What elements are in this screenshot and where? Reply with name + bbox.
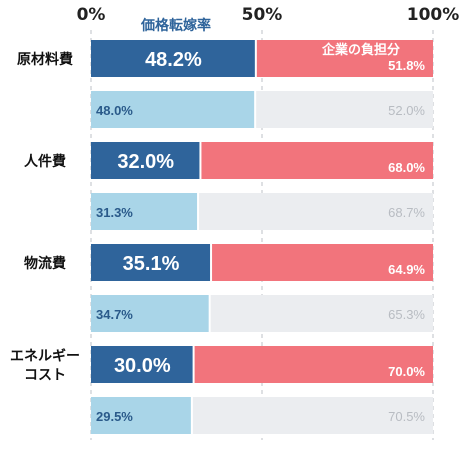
bar-company-burden [256, 91, 433, 128]
data-label-pass-through: 48.2% [145, 49, 202, 71]
data-label-pass-through: 30.0% [114, 355, 171, 377]
data-label-company-burden: 70.5% [388, 409, 425, 424]
bar-company-burden [201, 142, 433, 179]
category-label-line: コスト [24, 368, 66, 384]
bar-pass-through [91, 244, 211, 281]
x-tick-label: 0% [77, 5, 106, 25]
data-label-pass-through: 31.3% [96, 205, 133, 220]
data-label-company-burden: 51.8% [388, 58, 425, 73]
x-tick-label: 50% [242, 5, 283, 25]
bar-pass-through [91, 91, 255, 128]
annotations: 価格転嫁率 企業の負担分 [140, 17, 400, 58]
bar-company-burden [256, 40, 433, 77]
bar-pass-through [91, 193, 198, 230]
data-label-pass-through: 35.1% [123, 253, 180, 275]
bar-company-burden [192, 397, 433, 434]
data-label-company-burden: 64.9% [388, 262, 425, 277]
category-label-line: 原材料費 [17, 51, 73, 68]
data-label-company-burden: 65.3% [388, 307, 425, 322]
data-label-pass-through: 32.0% [117, 151, 174, 173]
bar-pass-through [91, 295, 209, 332]
bar-pass-through [91, 142, 200, 179]
category-label-line: 人件費 [24, 153, 66, 170]
category-label-line: 物流費 [24, 255, 66, 272]
bar-pass-through [91, 397, 191, 434]
data-label-company-burden: 70.0% [388, 364, 425, 379]
data-label-company-burden: 52.0% [388, 103, 425, 118]
category-label-line: エネルギー [10, 348, 80, 365]
bar-pass-through [91, 40, 255, 77]
bar-company-burden [210, 295, 433, 332]
bar-company-burden [199, 193, 433, 230]
bars: 48.2% 51.8% 48.0% 52.0% 32.0% 68.0% 31.3% 68.7%… [91, 40, 433, 434]
bar-company-burden [212, 244, 433, 281]
data-label-company-burden: 68.0% [388, 160, 425, 175]
data-label-pass-through: 48.0% [96, 103, 133, 118]
category-label: 原材料費 [17, 51, 73, 68]
data-label-pass-through: 29.5% [96, 409, 133, 424]
x-tick-label: 100% [407, 5, 460, 25]
x-axis-ticks: 0% 50% 100% [77, 5, 460, 25]
pass-through-annotation: 価格転嫁率 [140, 17, 211, 34]
bar-pass-through [91, 346, 193, 383]
category-label: 物流費 [24, 255, 66, 272]
bar-company-burden [194, 346, 433, 383]
data-label-pass-through: 34.7% [96, 307, 133, 322]
company-burden-annotation: 企業の負担分 [321, 42, 400, 58]
category-label: 人件費 [24, 153, 66, 170]
data-label-company-burden: 68.7% [388, 205, 425, 220]
